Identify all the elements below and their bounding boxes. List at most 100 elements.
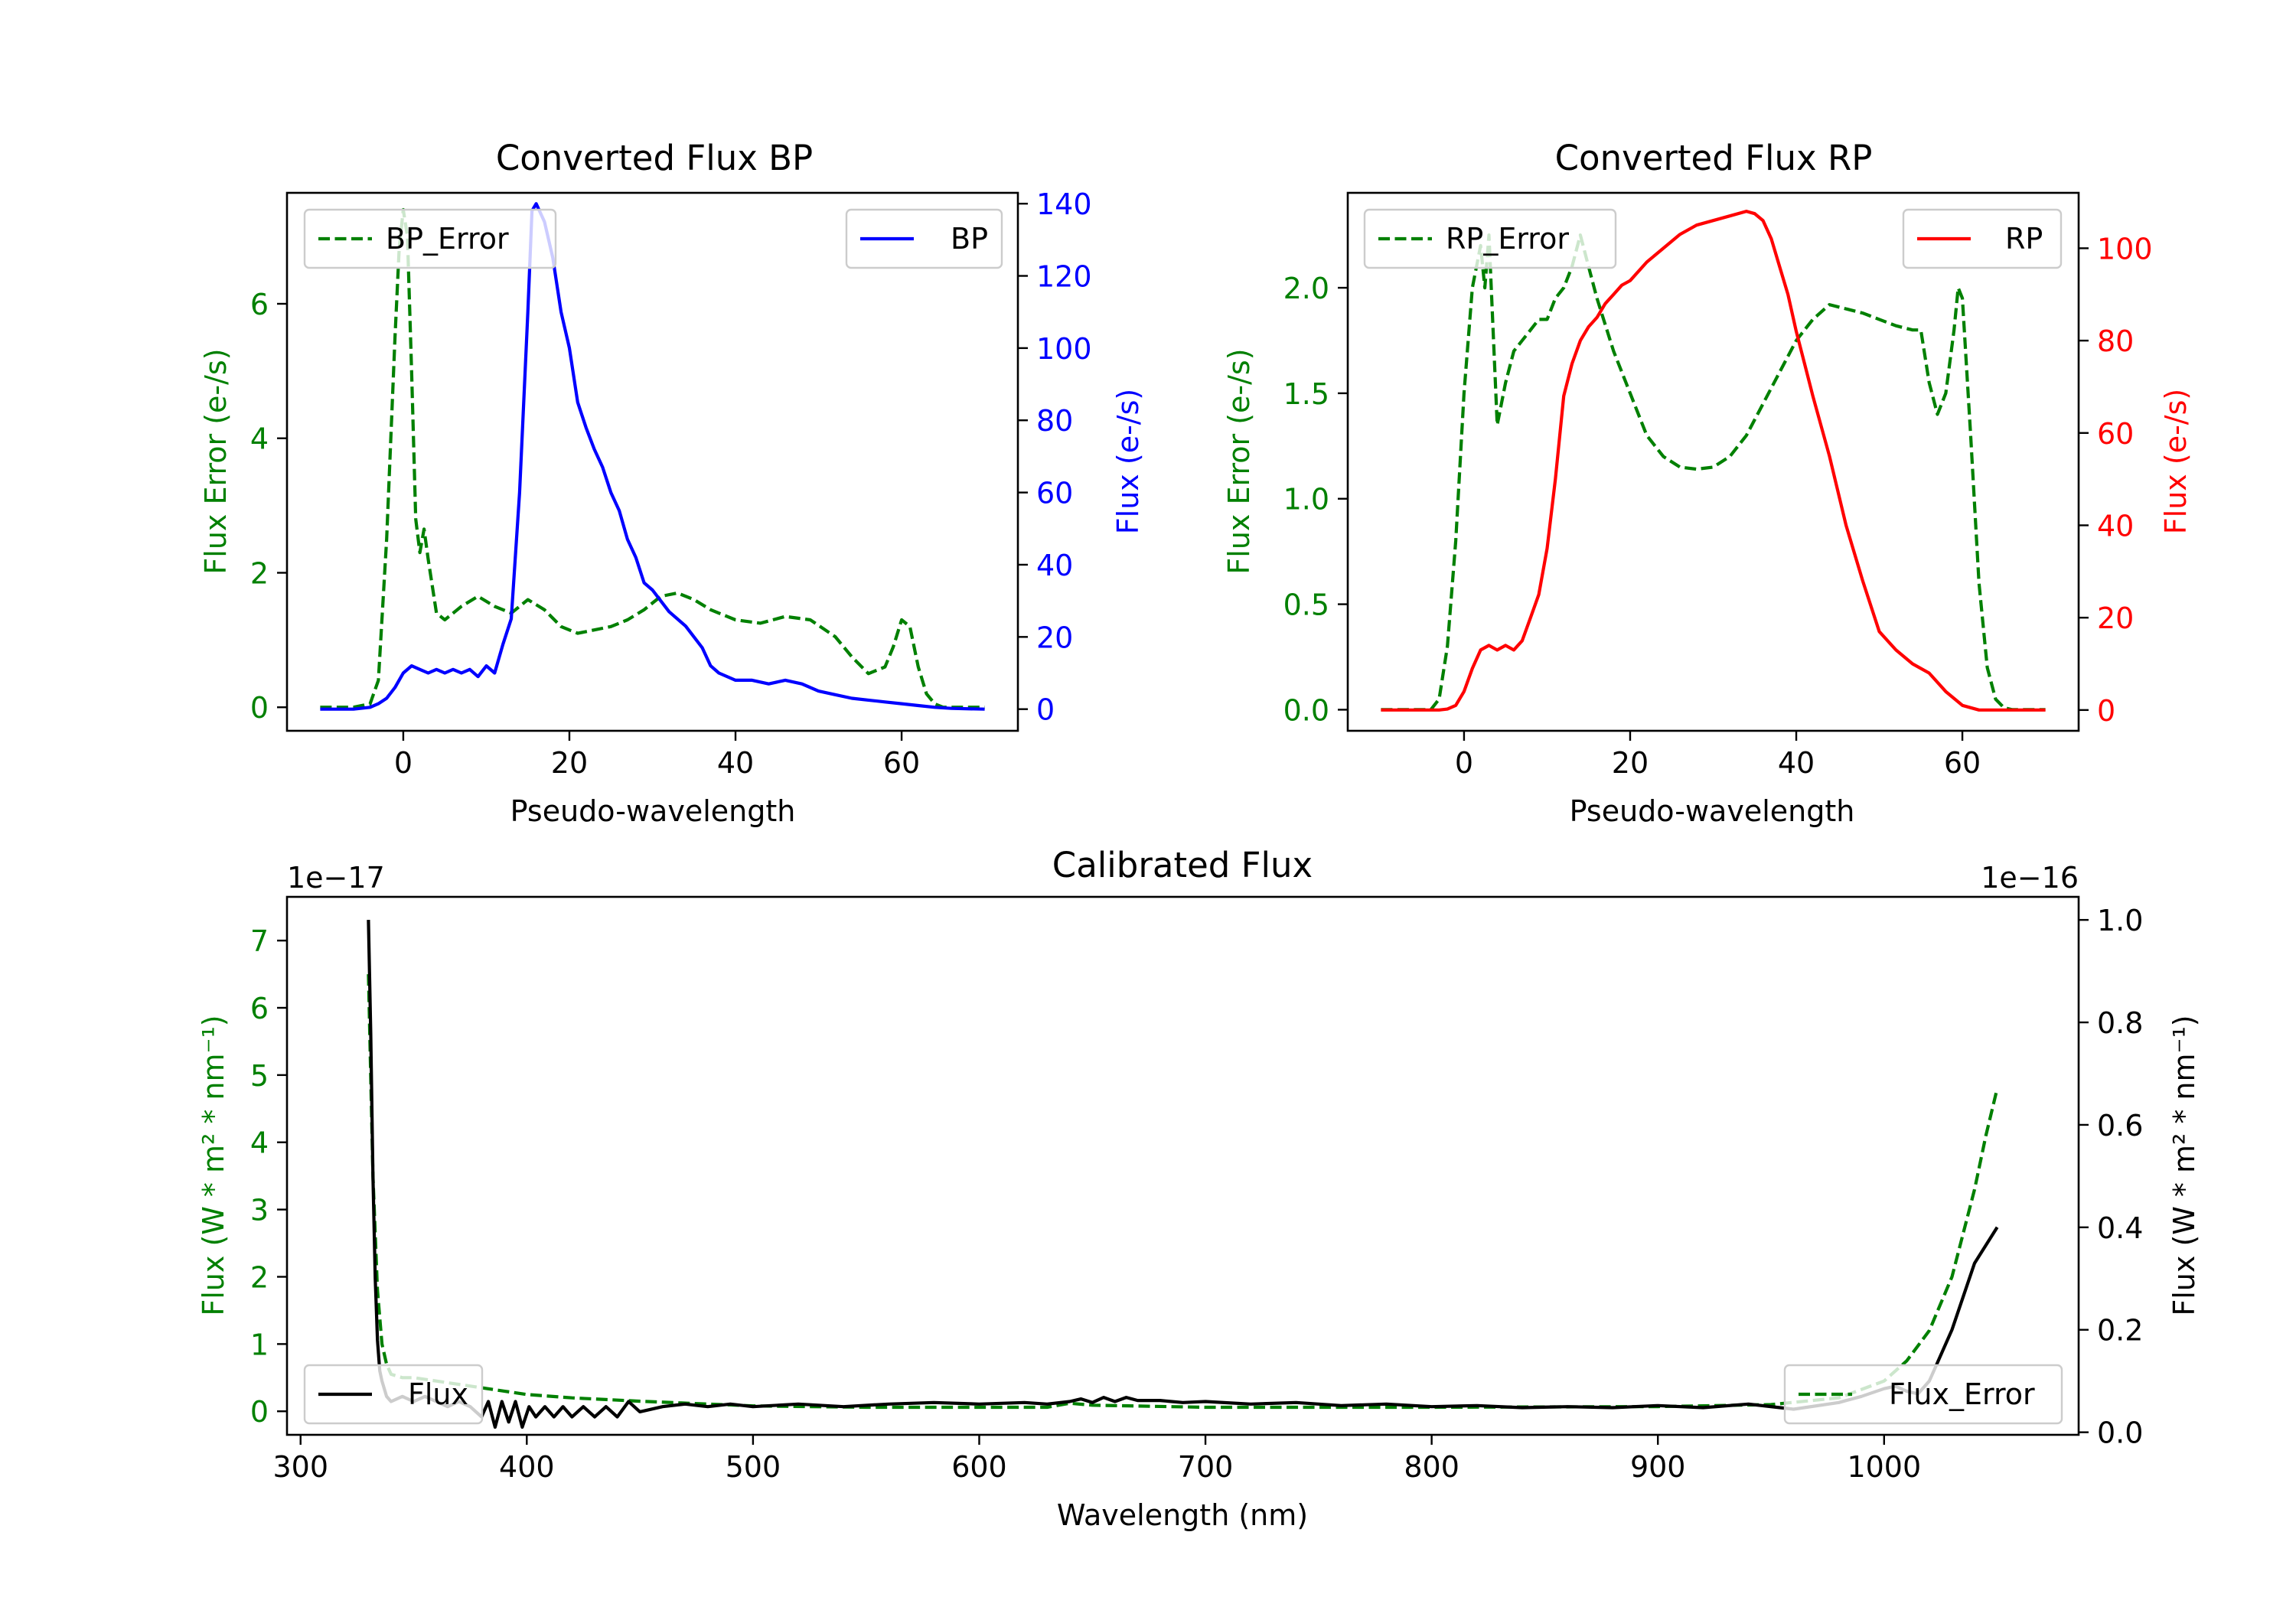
rp-ytick-left-label: 1.0 bbox=[1283, 483, 1329, 517]
cal-legend-error-box bbox=[1783, 1364, 2063, 1425]
rp-ytick-right-label: 20 bbox=[2097, 601, 2134, 635]
bp-xtick-label: 60 bbox=[883, 746, 920, 780]
rp-ytick-left-label: 1.5 bbox=[1283, 377, 1329, 411]
bp-ylabel-right: Flux (e-/s) bbox=[1111, 389, 1145, 534]
cal-legend-flux-label: Flux bbox=[408, 1377, 468, 1411]
rp-ytick-right-label: 40 bbox=[2097, 509, 2134, 543]
cal-legend-flux: Flux bbox=[303, 1364, 484, 1425]
cal-ytick-right-label: 1.0 bbox=[2097, 904, 2143, 937]
bp-legend-error-label: BP_Error bbox=[386, 222, 509, 256]
cal-ytick-left-label: 6 bbox=[250, 992, 269, 1025]
cal-ytick-right-label: 0.8 bbox=[2097, 1006, 2143, 1040]
cal-xtick-label: 1000 bbox=[1847, 1450, 1921, 1484]
bp-ytick-left-label: 6 bbox=[250, 288, 269, 321]
rp-series-rp-error-line bbox=[1381, 233, 2046, 712]
cal-ytick-left-label: 0 bbox=[250, 1395, 269, 1429]
rp-ticks: 0 20 40 60 0.0 0.5 1.0 1.5 2.0 0 20 40 60 80 100 bbox=[1283, 232, 2153, 780]
cal-ytick-left-label: 3 bbox=[250, 1194, 269, 1227]
rp-ytick-left-label: 0.5 bbox=[1283, 588, 1329, 622]
rp-legend-flux-label: RP bbox=[2005, 222, 2043, 256]
bp-ytick-right-label: 120 bbox=[1036, 260, 1092, 294]
rp-xtick-label: 0 bbox=[1455, 746, 1473, 780]
cal-xtick-label: 600 bbox=[951, 1450, 1007, 1484]
cal-frame bbox=[285, 895, 2080, 1436]
cal-xtick-label: 900 bbox=[1630, 1450, 1686, 1484]
rp-ytick-right-label: 100 bbox=[2097, 232, 2153, 266]
rp-legend-error-label: RP_Error bbox=[1446, 222, 1569, 256]
cal-xtick-label: 400 bbox=[499, 1450, 555, 1484]
rp-xtick-label: 40 bbox=[1778, 746, 1815, 780]
cal-xtick-label: 800 bbox=[1404, 1450, 1459, 1484]
cal-xlabel: Wavelength (nm) bbox=[1057, 1498, 1308, 1532]
cal-ytick-left-label: 2 bbox=[250, 1260, 269, 1294]
bp-ytick-right-label: 80 bbox=[1036, 404, 1073, 438]
cal-panel: Calibrated Flux 1e−17 1e−16 300 400 500 600… bbox=[197, 845, 2201, 1532]
cal-ytick-right-label: 0.6 bbox=[2097, 1109, 2143, 1143]
rp-plot-area bbox=[1381, 210, 2046, 712]
rp-series-rp-line bbox=[1381, 210, 2046, 712]
bp-series-bp-error-line bbox=[320, 207, 985, 709]
bp-ytick-right-label: 140 bbox=[1036, 187, 1092, 221]
bp-ytick-right-label: 40 bbox=[1036, 549, 1073, 582]
rp-xtick-label: 20 bbox=[1612, 746, 1649, 780]
rp-frame bbox=[1346, 191, 2080, 732]
cal-offset-right: 1e−16 bbox=[1981, 861, 2079, 895]
bp-xlabel: Pseudo-wavelength bbox=[510, 794, 796, 828]
cal-xtick-label: 500 bbox=[726, 1450, 781, 1484]
cal-ytick-right-label: 0.0 bbox=[2097, 1416, 2143, 1450]
rp-xlabel: Pseudo-wavelength bbox=[1570, 794, 1855, 828]
rp-legend-flux-box bbox=[1902, 208, 2063, 269]
cal-ylabel-left: Flux (W * m² * nm⁻¹) bbox=[197, 1015, 230, 1315]
cal-offset-left: 1e−17 bbox=[287, 861, 385, 895]
rp-xtick-label: 60 bbox=[1944, 746, 1981, 780]
cal-legend-flux-box bbox=[303, 1364, 484, 1425]
cal-legend-error-label: Flux_Error bbox=[1889, 1377, 2035, 1411]
rp-ytick-right-label: 60 bbox=[2097, 417, 2134, 451]
cal-ytick-left-label: 1 bbox=[250, 1328, 269, 1361]
bp-legend-flux-label: BP bbox=[951, 222, 988, 256]
bp-legend-flux-box bbox=[845, 208, 1003, 269]
cal-ytick-left-label: 7 bbox=[250, 924, 269, 958]
cal-legend-error: Flux_Error bbox=[1783, 1364, 2063, 1425]
cal-title: Calibrated Flux bbox=[1052, 845, 1313, 885]
cal-ytick-right-label: 0.4 bbox=[2097, 1211, 2143, 1245]
cal-xtick-label: 300 bbox=[272, 1450, 328, 1484]
bp-legend-error-box bbox=[303, 208, 557, 269]
bp-xtick-label: 0 bbox=[394, 746, 413, 780]
rp-ytick-right-label: 80 bbox=[2097, 324, 2134, 358]
bp-ylabel-left: Flux Error (e-/s) bbox=[199, 348, 233, 574]
bp-legend-error: BP_Error bbox=[303, 208, 557, 269]
rp-ytick-left-label: 2.0 bbox=[1283, 272, 1329, 305]
cal-ylabel-right: Flux (W * m² * nm⁻¹) bbox=[2167, 1015, 2201, 1315]
rp-legend-error: RP_Error bbox=[1363, 208, 1617, 269]
cal-ytick-right-label: 0.2 bbox=[2097, 1314, 2143, 1348]
bp-ytick-right-label: 60 bbox=[1036, 477, 1073, 510]
bp-legend-flux: BP bbox=[845, 208, 1003, 269]
bp-series-bp-line bbox=[320, 202, 985, 711]
bp-plot-area bbox=[320, 202, 985, 711]
bp-ytick-left-label: 0 bbox=[250, 691, 269, 725]
rp-ytick-right-label: 0 bbox=[2097, 694, 2115, 728]
rp-legend-error-box bbox=[1363, 208, 1617, 269]
bp-panel: Converted Flux BP 0 20 40 60024602040608010… bbox=[199, 138, 1145, 828]
bp-frame bbox=[285, 191, 1019, 732]
rp-panel: Converted Flux RP 0 20 40 60 0.0 0.5 1.0 1.5 2.0… bbox=[1222, 138, 2193, 828]
bp-xtick-label: 20 bbox=[551, 746, 588, 780]
bp-ytick-right-label: 20 bbox=[1036, 621, 1073, 654]
cal-ticks: 300 400 500 600 700 800 900 1000 0 1 2 3 4 5 6 7 0.0 0.2 0… bbox=[250, 904, 2144, 1484]
cal-xtick-label: 700 bbox=[1178, 1450, 1234, 1484]
rp-ylabel-left: Flux Error (e-/s) bbox=[1222, 348, 1256, 574]
bp-ytick-right-label: 100 bbox=[1036, 332, 1092, 366]
bp-ytick-right-label: 0 bbox=[1036, 693, 1055, 727]
cal-ytick-left-label: 4 bbox=[250, 1126, 269, 1160]
bp-ytick-left-label: 2 bbox=[250, 556, 269, 590]
rp-title: Converted Flux RP bbox=[1555, 138, 1873, 178]
cal-ytick-left-label: 5 bbox=[250, 1059, 269, 1093]
bp-ytick-left-label: 4 bbox=[250, 422, 269, 456]
rp-ytick-left-label: 0.0 bbox=[1283, 693, 1329, 727]
bp-title: Converted Flux BP bbox=[496, 138, 813, 178]
bp-xtick-label: 40 bbox=[717, 746, 754, 780]
rp-ylabel-right: Flux (e-/s) bbox=[2159, 389, 2193, 534]
